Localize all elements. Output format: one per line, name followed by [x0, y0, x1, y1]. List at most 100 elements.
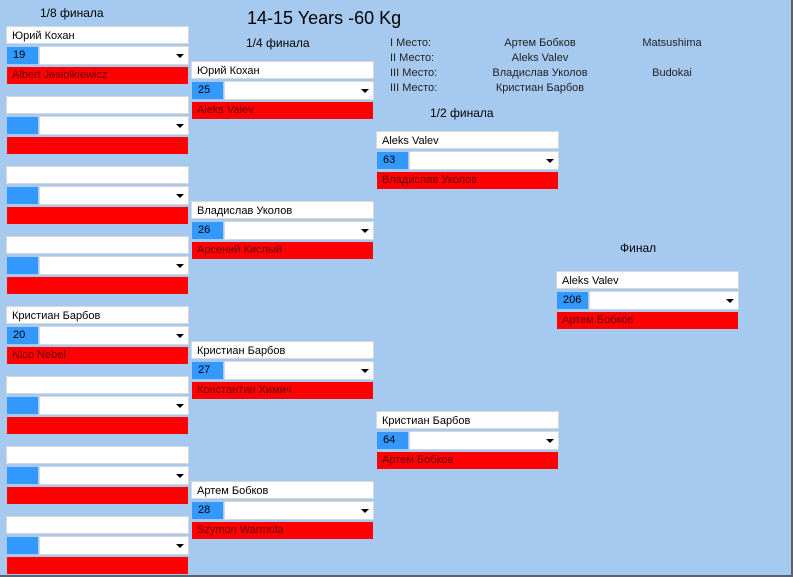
dropdown-arrow-icon[interactable] — [176, 194, 184, 198]
winner-field[interactable] — [6, 96, 189, 114]
round-label-sf: 1/2 финала — [430, 106, 494, 120]
match-qf: Кристиан Барбов 27 Константин Химич — [191, 341, 374, 401]
match-r16 — [6, 96, 189, 156]
match-qf: Владислав Уколов 26 Арсений Кислый — [191, 201, 374, 261]
winner-field[interactable] — [6, 236, 189, 254]
dropdown-arrow-icon[interactable] — [176, 264, 184, 268]
place-club: Budokai — [652, 67, 692, 79]
winner-field[interactable]: Юрий Кохан — [191, 61, 374, 79]
match-r16 — [6, 516, 189, 576]
place-club: Matsushima — [642, 37, 702, 49]
winner-select[interactable] — [39, 326, 189, 345]
dropdown-arrow-icon[interactable] — [361, 89, 369, 93]
place-label: I Место: — [390, 37, 432, 49]
place-name: Артем Бобков — [504, 37, 576, 49]
match-qf: Артем Бобков 28 Szymon Warmula — [191, 481, 374, 541]
match-r16 — [6, 446, 189, 506]
match-number — [7, 397, 38, 414]
match-number: 26 — [192, 222, 223, 239]
opponent-field: Aleks Valev — [192, 102, 373, 119]
winner-select[interactable] — [409, 151, 559, 170]
match-sf: Кристиан Барбов 64 Артем Бобков — [376, 411, 559, 471]
dropdown-arrow-icon[interactable] — [176, 404, 184, 408]
match-number: 206 — [557, 292, 588, 309]
dropdown-arrow-icon[interactable] — [726, 299, 734, 303]
match-qf: Юрий Кохан 25 Aleks Valev — [191, 61, 374, 121]
match-number: 19 — [7, 47, 38, 64]
winner-select[interactable] — [409, 431, 559, 450]
match-r16 — [6, 376, 189, 436]
dropdown-arrow-icon[interactable] — [546, 439, 554, 443]
winner-select[interactable] — [39, 466, 189, 485]
winner-field[interactable]: Кристиан Барбов — [191, 341, 374, 359]
match-r16 — [6, 236, 189, 296]
match-r16: Кристиан Барбов 20 Nico Nebel — [6, 306, 189, 366]
winner-select[interactable] — [224, 221, 374, 240]
match-number: 25 — [192, 82, 223, 99]
opponent-field: Константин Химич — [192, 382, 373, 399]
place-label: III Место: — [390, 67, 438, 79]
winner-field[interactable]: Кристиан Барбов — [6, 306, 189, 324]
winner-field[interactable]: Aleks Valev — [556, 271, 739, 289]
winner-select[interactable] — [224, 501, 374, 520]
winner-field[interactable] — [6, 516, 189, 534]
place-name: Aleks Valev — [511, 52, 569, 64]
winner-select[interactable] — [39, 46, 189, 65]
opponent-field: Артем Бобков — [557, 312, 738, 329]
winner-field[interactable]: Владислав Уколов — [191, 201, 374, 219]
match-number — [7, 537, 38, 554]
winner-field[interactable] — [6, 376, 189, 394]
match-r16: Юрий Кохан 19 Albert Jesiolkiewicz — [6, 26, 189, 86]
match-number — [7, 467, 38, 484]
place-label: III Место: — [390, 82, 438, 94]
winner-select[interactable] — [589, 291, 739, 310]
dropdown-arrow-icon[interactable] — [361, 229, 369, 233]
opponent-field — [7, 557, 188, 574]
match-number: 63 — [377, 152, 408, 169]
winner-field[interactable]: Юрий Кохан — [6, 26, 189, 44]
winner-select[interactable] — [224, 81, 374, 100]
match-number: 20 — [7, 327, 38, 344]
match-r16 — [6, 166, 189, 226]
winner-field[interactable] — [6, 166, 189, 184]
dropdown-arrow-icon[interactable] — [176, 474, 184, 478]
winner-field[interactable]: Кристиан Барбов — [376, 411, 559, 429]
place-name: Кристиан Барбов — [495, 82, 585, 94]
winner-field[interactable] — [6, 446, 189, 464]
dropdown-arrow-icon[interactable] — [176, 544, 184, 548]
winner-select[interactable] — [224, 361, 374, 380]
opponent-field — [7, 487, 188, 504]
opponent-field — [7, 137, 188, 154]
place-label: II Место: — [390, 52, 435, 64]
dropdown-arrow-icon[interactable] — [176, 334, 184, 338]
round-label-r16: 1/8 финала — [40, 6, 104, 20]
dropdown-arrow-icon[interactable] — [176, 124, 184, 128]
opponent-field — [7, 277, 188, 294]
opponent-field: Albert Jesiolkiewicz — [7, 67, 188, 84]
match-sf: Aleks Valev 63 Владислав Уколов — [376, 131, 559, 191]
winner-field[interactable]: Aleks Valev — [376, 131, 559, 149]
dropdown-arrow-icon[interactable] — [361, 369, 369, 373]
opponent-field — [7, 207, 188, 224]
winner-select[interactable] — [39, 256, 189, 275]
dropdown-arrow-icon[interactable] — [361, 509, 369, 513]
place-name: Владислав Уколов — [492, 67, 588, 79]
match-number — [7, 257, 38, 274]
match-number: 28 — [192, 502, 223, 519]
dropdown-arrow-icon[interactable] — [176, 54, 184, 58]
match-number: 64 — [377, 432, 408, 449]
opponent-field: Szymon Warmula — [192, 522, 373, 539]
winner-select[interactable] — [39, 396, 189, 415]
page-title: 14-15 Years -60 Kg — [247, 8, 402, 28]
winner-field[interactable]: Артем Бобков — [191, 481, 374, 499]
opponent-field: Артем Бобков — [377, 452, 558, 469]
match-number — [7, 117, 38, 134]
opponent-field: Арсений Кислый — [192, 242, 373, 259]
winner-select[interactable] — [39, 116, 189, 135]
round-label-final: Финал — [620, 241, 657, 255]
winner-select[interactable] — [39, 186, 189, 205]
match-number — [7, 187, 38, 204]
winner-select[interactable] — [39, 536, 189, 555]
dropdown-arrow-icon[interactable] — [546, 159, 554, 163]
